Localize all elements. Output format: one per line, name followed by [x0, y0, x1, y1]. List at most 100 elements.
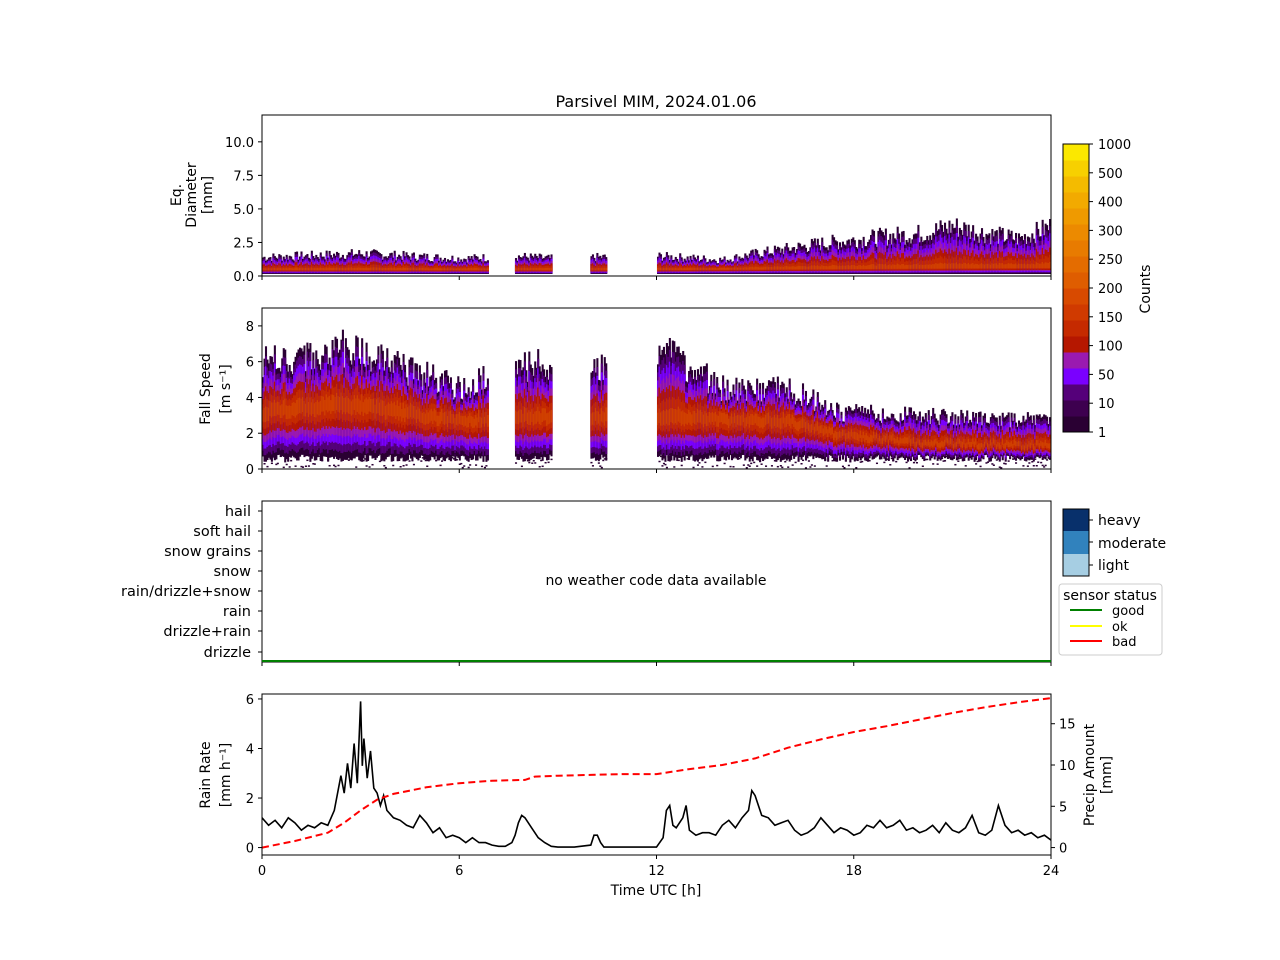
count-cell [469, 464, 472, 466]
count-cell [830, 265, 833, 270]
count-cell [689, 412, 692, 425]
count-cell [480, 465, 484, 468]
count-cell [291, 402, 294, 416]
count-cell [298, 397, 302, 413]
count-cell [593, 268, 596, 271]
count-cell [306, 459, 309, 462]
count-cell [281, 404, 284, 419]
count-cell [334, 267, 337, 271]
count-cell [935, 256, 938, 270]
count-cell [439, 464, 442, 467]
count-cell [711, 268, 714, 270]
count-cell [372, 398, 376, 413]
count-cell [443, 268, 447, 271]
count-cell [938, 263, 941, 269]
count-cell [871, 263, 874, 269]
count-cell [801, 266, 805, 270]
count-cell [290, 268, 293, 271]
count-cell [451, 414, 454, 425]
count-cell [686, 458, 689, 460]
count-cell [800, 266, 803, 270]
count-cell [733, 267, 736, 270]
count-cell [390, 453, 393, 456]
count-cell [341, 455, 344, 458]
count-cell [534, 411, 537, 425]
count-cell [378, 402, 381, 416]
count-cell [452, 414, 455, 424]
count-cell [1020, 263, 1023, 269]
count-cell [461, 466, 464, 469]
count-cell [327, 268, 330, 271]
count-cell [301, 466, 305, 468]
fallspeed-heatmap [262, 329, 1051, 469]
count-cell [896, 263, 899, 269]
count-cell [365, 397, 368, 415]
count-cell [461, 268, 464, 271]
count-cell [708, 267, 711, 270]
count-cell [908, 264, 911, 269]
count-cell [445, 411, 448, 424]
count-cell [377, 267, 380, 271]
count-cell [349, 458, 352, 460]
count-cell [872, 264, 876, 269]
count-cell [541, 268, 544, 271]
count-cell [427, 454, 430, 457]
count-cell [418, 408, 421, 422]
count-cell [719, 267, 722, 270]
count-cell [661, 465, 664, 467]
count-cell [480, 268, 484, 271]
count-cell [810, 265, 813, 270]
count-cell [716, 464, 719, 467]
count-cell [432, 268, 435, 271]
count-cell [1034, 264, 1037, 269]
count-cell [713, 456, 716, 458]
count-cell [699, 268, 702, 270]
count-cell [273, 267, 276, 271]
count-cell [917, 256, 920, 270]
count-cell [723, 267, 726, 270]
count-cell [673, 408, 676, 425]
count-cell [293, 268, 296, 271]
count-cell [337, 396, 340, 412]
count-cell [711, 412, 714, 422]
count-cell [544, 461, 547, 464]
count-cell [285, 463, 288, 466]
count-cell [359, 459, 362, 462]
count-cell [547, 461, 550, 464]
count-cell [372, 267, 376, 271]
count-cell [316, 268, 319, 271]
count-cell [957, 264, 960, 269]
count-cell [312, 267, 315, 271]
count-cell [544, 408, 547, 421]
count-cell [340, 392, 343, 411]
count-cell [269, 268, 272, 271]
count-cell [424, 413, 427, 425]
count-cell [992, 263, 995, 269]
count-cell [296, 267, 299, 271]
count-cell [963, 262, 966, 269]
count-cell [738, 267, 741, 270]
count-cell [739, 267, 742, 270]
count-cell [270, 268, 273, 271]
count-cell [887, 264, 890, 269]
count-cell [368, 397, 371, 412]
count-cell [402, 402, 405, 418]
count-cell [393, 401, 396, 417]
count-cell [300, 398, 303, 414]
count-cell [516, 268, 519, 271]
count-cell [781, 266, 784, 270]
count-cell [303, 400, 306, 417]
count-cell [525, 408, 528, 421]
count-cell [920, 264, 923, 269]
count-cell [263, 268, 266, 271]
count-cell [590, 461, 593, 464]
count-cell [362, 459, 365, 462]
count-cell [412, 267, 415, 271]
count-cell [767, 267, 771, 270]
count-cell [855, 265, 858, 270]
count-cell [762, 267, 765, 270]
count-cell [517, 410, 521, 425]
count-cell [322, 268, 325, 271]
count-cell [728, 268, 731, 270]
count-cell [455, 268, 458, 271]
